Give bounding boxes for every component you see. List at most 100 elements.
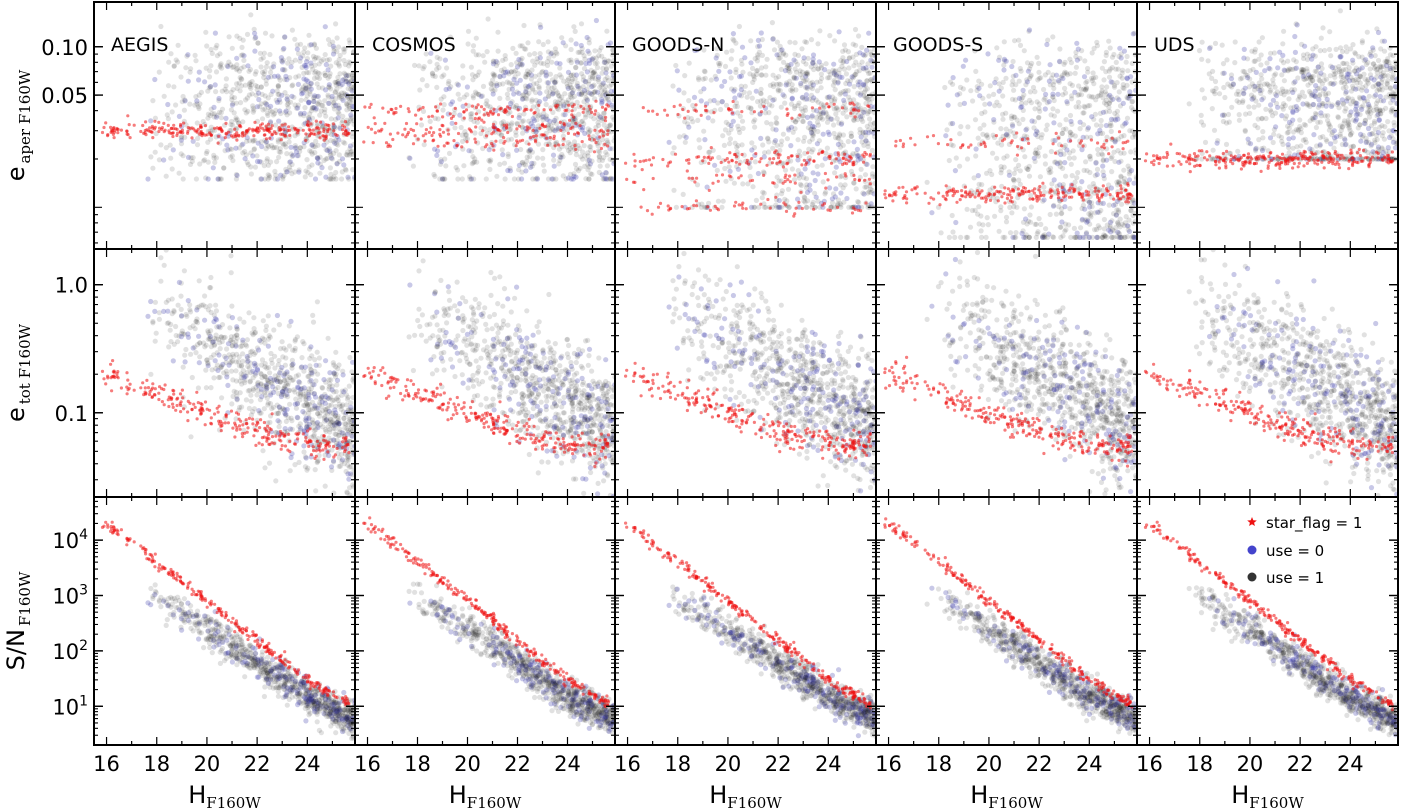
galaxy-point bbox=[249, 78, 255, 85]
star-point bbox=[209, 132, 213, 136]
galaxy-point bbox=[263, 387, 269, 393]
galaxy-point bbox=[265, 105, 271, 111]
star-point bbox=[502, 136, 506, 140]
galaxy-point bbox=[255, 660, 261, 667]
galaxy-point bbox=[340, 113, 346, 119]
galaxy-point bbox=[600, 176, 606, 182]
galaxy-point bbox=[333, 96, 339, 102]
panel-points bbox=[100, 12, 355, 182]
star-point bbox=[172, 389, 176, 393]
galaxy-point bbox=[227, 360, 233, 366]
galaxy-point bbox=[228, 334, 234, 340]
galaxy-point bbox=[213, 619, 219, 625]
galaxy-point bbox=[486, 147, 492, 153]
galaxy-point bbox=[345, 407, 351, 413]
galaxy-point bbox=[571, 93, 578, 99]
galaxy-point bbox=[592, 71, 598, 77]
galaxy-point bbox=[205, 139, 211, 145]
galaxy-point bbox=[272, 665, 278, 672]
galaxy-point bbox=[326, 402, 332, 408]
galaxy-point bbox=[320, 385, 326, 391]
galaxy-point bbox=[448, 101, 454, 107]
galaxy-point bbox=[179, 605, 185, 611]
galaxy-point bbox=[173, 598, 179, 604]
galaxy-point bbox=[234, 62, 240, 68]
galaxy-point bbox=[545, 84, 552, 90]
galaxy-point bbox=[304, 56, 310, 62]
galaxy-point bbox=[306, 689, 313, 696]
galaxy-point bbox=[336, 63, 342, 69]
galaxy-point bbox=[336, 152, 342, 158]
galaxy-point bbox=[258, 84, 264, 90]
galaxy-point bbox=[476, 52, 482, 58]
galaxy-point bbox=[332, 412, 338, 418]
galaxy-point bbox=[203, 367, 209, 373]
galaxy-point bbox=[348, 443, 354, 449]
galaxy-point bbox=[251, 658, 257, 664]
star-point bbox=[119, 386, 123, 390]
star-point bbox=[235, 428, 239, 432]
star-point bbox=[186, 419, 190, 423]
galaxy-point bbox=[287, 167, 293, 173]
galaxy-point bbox=[264, 386, 270, 392]
galaxy-point bbox=[533, 89, 539, 96]
galaxy-point bbox=[211, 343, 217, 349]
galaxy-point bbox=[317, 154, 323, 160]
galaxy-point bbox=[268, 681, 274, 687]
galaxy-point bbox=[194, 142, 201, 148]
galaxy-point bbox=[245, 654, 251, 660]
galaxy-point bbox=[258, 139, 264, 145]
galaxy-point bbox=[553, 74, 559, 80]
galaxy-point bbox=[233, 378, 239, 384]
galaxy-point bbox=[272, 673, 278, 680]
galaxy-point bbox=[307, 355, 313, 362]
galaxy-point bbox=[289, 171, 295, 177]
galaxy-point bbox=[545, 176, 552, 182]
star-point bbox=[473, 116, 477, 121]
galaxy-point bbox=[230, 377, 236, 383]
galaxy-point bbox=[344, 152, 350, 158]
galaxy-point bbox=[347, 720, 353, 727]
galaxy-point bbox=[185, 334, 192, 340]
galaxy-point bbox=[334, 382, 340, 388]
galaxy-point bbox=[329, 706, 335, 712]
star-point bbox=[394, 106, 398, 111]
galaxy-point bbox=[275, 84, 281, 90]
galaxy-point bbox=[233, 655, 239, 661]
galaxy-point bbox=[258, 159, 264, 165]
galaxy-point bbox=[275, 693, 281, 699]
galaxy-point bbox=[552, 46, 559, 52]
galaxy-point bbox=[264, 676, 270, 682]
star-point bbox=[342, 700, 346, 704]
galaxy-point bbox=[203, 636, 209, 642]
galaxy-point bbox=[317, 396, 323, 402]
galaxy-point bbox=[515, 71, 521, 77]
star-point bbox=[518, 124, 522, 128]
galaxy-point bbox=[348, 404, 354, 410]
galaxy-point bbox=[192, 102, 198, 108]
galaxy-point bbox=[316, 75, 322, 81]
galaxy-point bbox=[458, 124, 464, 131]
galaxy-point bbox=[285, 394, 291, 400]
galaxy-point bbox=[165, 83, 172, 89]
galaxy-point bbox=[530, 87, 536, 93]
galaxy-point bbox=[319, 703, 325, 710]
galaxy-point bbox=[263, 667, 269, 674]
galaxy-point bbox=[306, 693, 312, 699]
galaxy-point bbox=[297, 380, 303, 386]
galaxy-point bbox=[193, 613, 199, 619]
star-point bbox=[571, 115, 576, 119]
galaxy-point bbox=[301, 110, 307, 116]
galaxy-point bbox=[349, 96, 355, 102]
galaxy-point bbox=[293, 74, 299, 80]
star-point bbox=[411, 142, 416, 146]
galaxy-point bbox=[253, 370, 259, 376]
galaxy-point bbox=[569, 118, 576, 124]
galaxy-point bbox=[248, 660, 254, 666]
galaxy-point bbox=[308, 693, 314, 699]
galaxy-point bbox=[241, 53, 247, 59]
star-point bbox=[217, 609, 221, 613]
galaxy-point bbox=[564, 127, 571, 133]
galaxy-point bbox=[276, 668, 282, 674]
galaxy-point bbox=[293, 693, 299, 700]
